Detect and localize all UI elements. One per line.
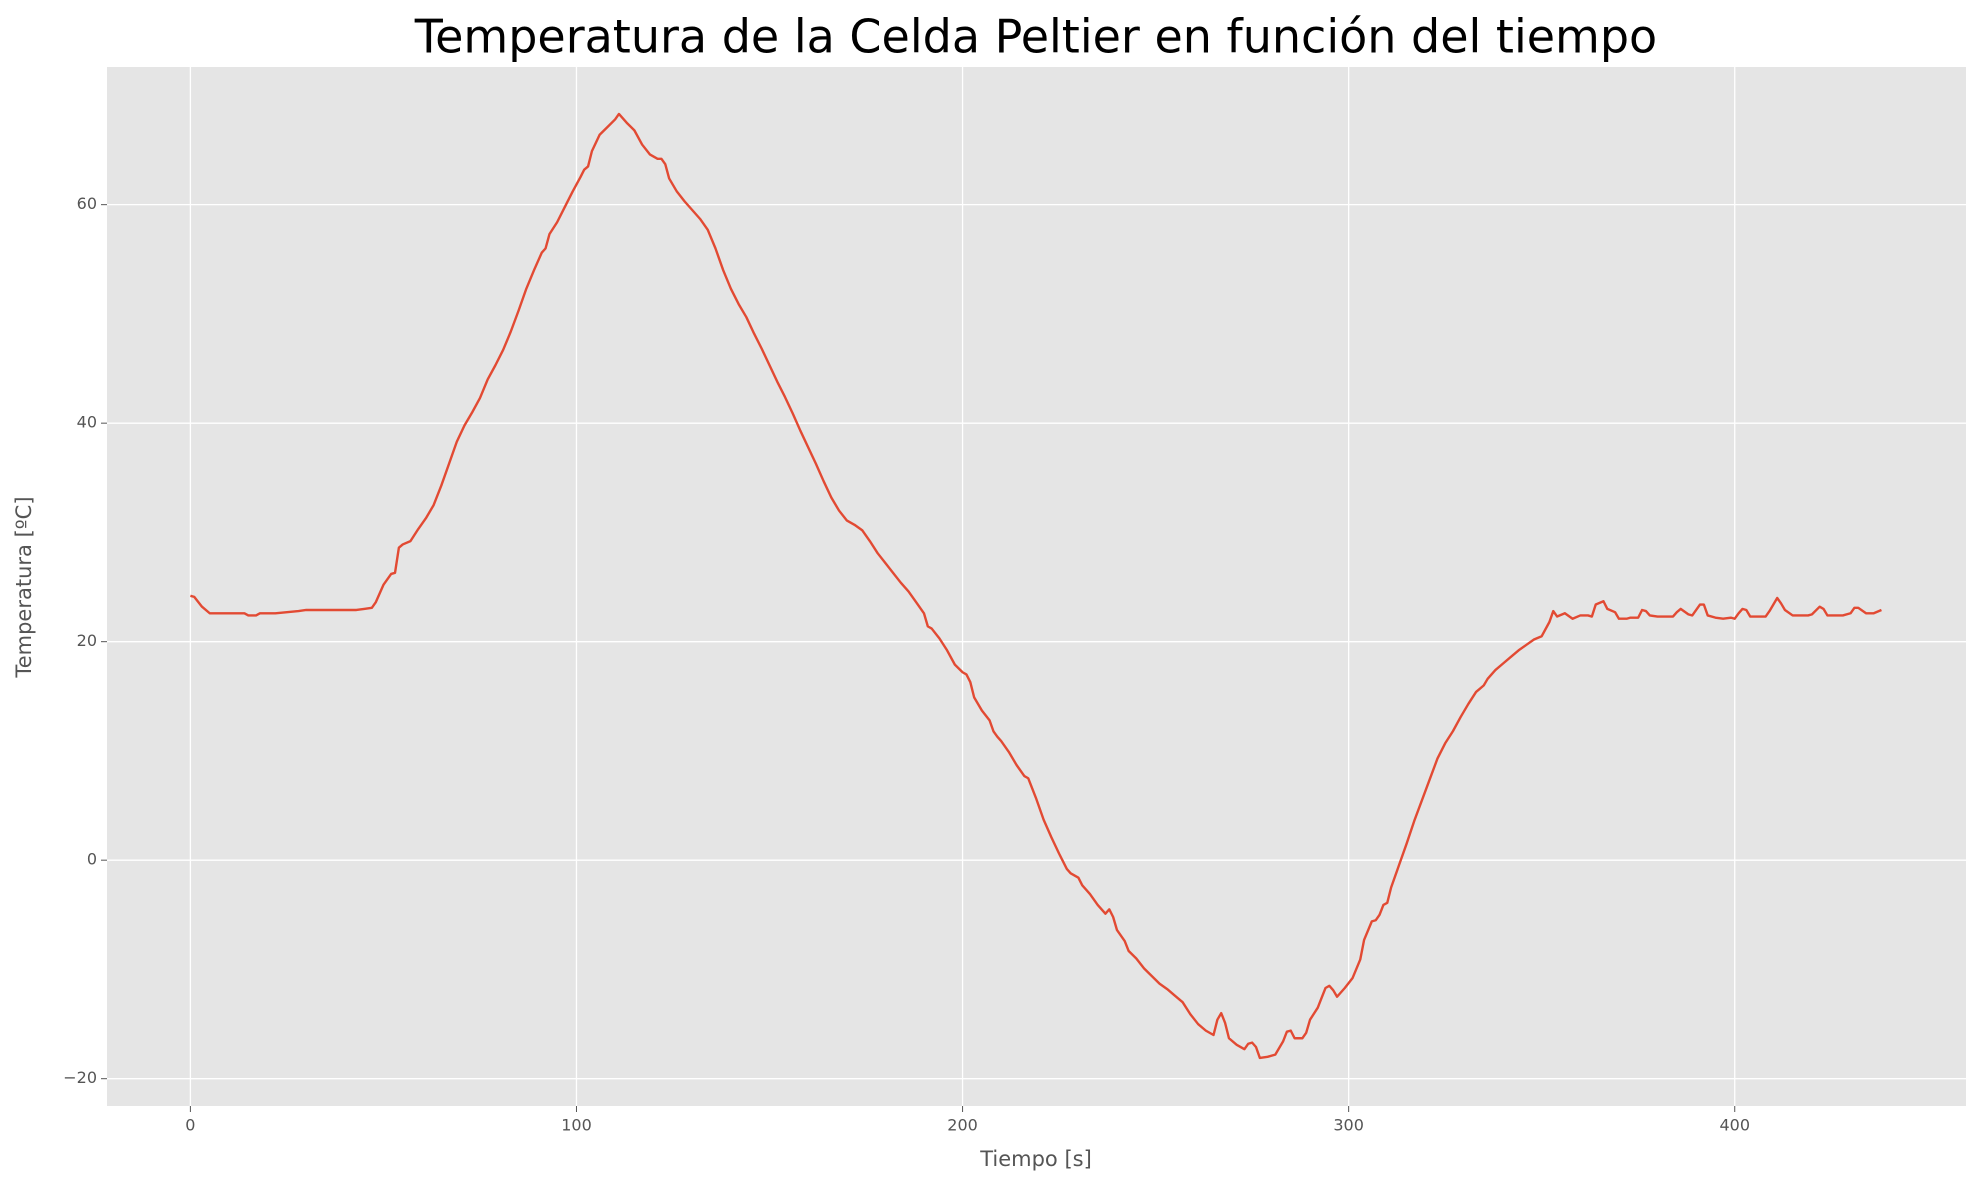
y-tick-label: 0 [87, 850, 97, 869]
y-tick-label: −20 [63, 1068, 97, 1087]
x-tick-label: 200 [947, 1116, 978, 1135]
chart-title: Temperatura de la Celda Peltier en funci… [414, 10, 1657, 64]
x-tick-label: 0 [185, 1116, 195, 1135]
x-axis-label: Tiempo [s] [979, 1147, 1092, 1171]
y-tick-label: 60 [77, 194, 97, 213]
y-axis-label: Temperatura [ºC] [12, 496, 36, 678]
grid [107, 67, 1966, 1106]
x-tick-label: 100 [561, 1116, 592, 1135]
x-tick-label: 300 [1333, 1116, 1364, 1135]
y-tick-label: 20 [77, 631, 97, 650]
data-line [190, 112, 1882, 1060]
x-tick-label: 400 [1719, 1116, 1750, 1135]
y-tick-label: 40 [77, 413, 97, 432]
plot-area [107, 67, 1966, 1106]
